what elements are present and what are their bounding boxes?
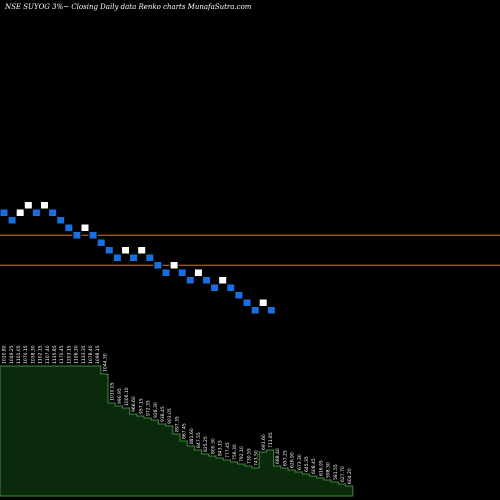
volume-value-label: 1044.30 xyxy=(102,353,108,372)
volume-value-label: 581.55 xyxy=(333,464,339,480)
up-brick xyxy=(258,298,268,307)
up-brick xyxy=(80,223,90,232)
volume-value-label: 1107.40 xyxy=(45,345,51,364)
volume-value-label: 867.45 xyxy=(182,423,188,439)
volume-value-label: 1010.05 xyxy=(110,382,116,401)
volume-value-label: 843.15 xyxy=(218,440,224,456)
volume-value-label: 691.60 xyxy=(261,434,267,450)
volume-value-label: 957.15 xyxy=(138,398,144,414)
volume-value-label: 626.90 xyxy=(290,452,296,468)
volume-value-label: 928.30 xyxy=(153,402,159,418)
down-brick xyxy=(250,306,260,315)
down-brick xyxy=(7,216,17,225)
volume-value-label: 616.95 xyxy=(318,460,324,476)
volume-value-label: 1106.30 xyxy=(74,345,80,364)
volume-value-label: 881.60 xyxy=(189,428,195,444)
volume-value-label: 627.70 xyxy=(340,466,346,482)
volume-value-label: 897.35 xyxy=(174,416,180,432)
up-brick xyxy=(121,246,130,255)
down-brick xyxy=(242,298,252,307)
volume-value-label: 777.45 xyxy=(225,442,231,458)
volume-value-label: 1049.25 xyxy=(9,345,15,364)
volume-value-label: 645.35 xyxy=(304,456,310,472)
volume-value-label: 1006.10 xyxy=(124,387,130,406)
volume-value-label: 1098.15 xyxy=(95,345,101,364)
volume-value-label: 743.50 xyxy=(254,450,260,466)
down-brick xyxy=(56,216,66,225)
volume-value-label: 972.35 xyxy=(146,400,152,416)
up-brick xyxy=(193,268,203,277)
volume-value-label: 673.30 xyxy=(297,454,303,470)
volume-value-label: 730.55 xyxy=(246,448,252,464)
volume-value-label: 1135.85 xyxy=(52,345,58,364)
down-brick xyxy=(96,238,106,247)
volume-value-label: 938.45 xyxy=(160,406,166,422)
down-brick xyxy=(129,253,139,262)
down-brick xyxy=(234,291,244,300)
volume-value-label: 1020.80 xyxy=(2,345,8,364)
volume-value-label: 711.85 xyxy=(268,432,274,448)
volume-value-label: 990.95 xyxy=(117,388,123,404)
down-brick xyxy=(88,231,98,240)
down-brick xyxy=(48,208,58,217)
down-brick xyxy=(0,208,9,217)
down-brick xyxy=(161,268,171,277)
volume-area xyxy=(0,365,354,497)
volume-value-label: 1133.35 xyxy=(81,345,87,364)
volume-value-label: 847.55 xyxy=(196,432,202,448)
down-brick xyxy=(153,261,163,270)
up-brick xyxy=(169,261,179,270)
up-brick xyxy=(15,208,25,217)
volume-value-label: 792.10 xyxy=(239,446,245,462)
volume-value-label: 966.60 xyxy=(131,396,137,412)
volume-value-label: 1078.40 xyxy=(88,345,94,364)
volume-value-label: 1038.30 xyxy=(30,345,36,364)
volume-value-label: 1101.05 xyxy=(16,345,22,364)
volume-value-label: 608.45 xyxy=(311,458,317,474)
down-brick xyxy=(202,276,211,285)
volume-value-label: 1170.45 xyxy=(59,345,65,364)
down-brick xyxy=(177,268,187,277)
down-brick xyxy=(112,253,122,262)
down-brick xyxy=(266,306,276,315)
volume-value-label: 825.25 xyxy=(203,436,209,452)
volume-value-label: 657.25 xyxy=(282,450,288,466)
volume-value-label: 598.30 xyxy=(326,462,332,478)
volume-value-label: 688.40 xyxy=(275,448,281,464)
down-brick xyxy=(226,283,236,292)
volume-value-label: 1102.15 xyxy=(38,345,44,364)
chart-title: NSE SUYOG 3%~ Closing Daily data Renko c… xyxy=(5,3,252,11)
volume-value-label: 903.05 xyxy=(167,408,173,424)
volume-value-label: 800.30 xyxy=(210,438,216,454)
down-brick xyxy=(72,231,82,240)
down-brick xyxy=(145,253,155,262)
down-brick xyxy=(104,246,114,255)
volume-value-label: 1070.15 xyxy=(23,345,29,364)
down-brick xyxy=(210,283,220,292)
up-brick xyxy=(137,246,147,255)
down-brick xyxy=(64,223,74,232)
up-brick xyxy=(218,276,228,285)
volume-value-label: 1203.15 xyxy=(66,345,72,364)
down-brick xyxy=(31,208,41,217)
volume-value-label: 756.30 xyxy=(232,444,238,460)
up-brick xyxy=(40,201,49,210)
down-brick xyxy=(185,276,195,285)
up-brick xyxy=(23,201,33,210)
volume-value-label: 604.20 xyxy=(347,468,353,484)
